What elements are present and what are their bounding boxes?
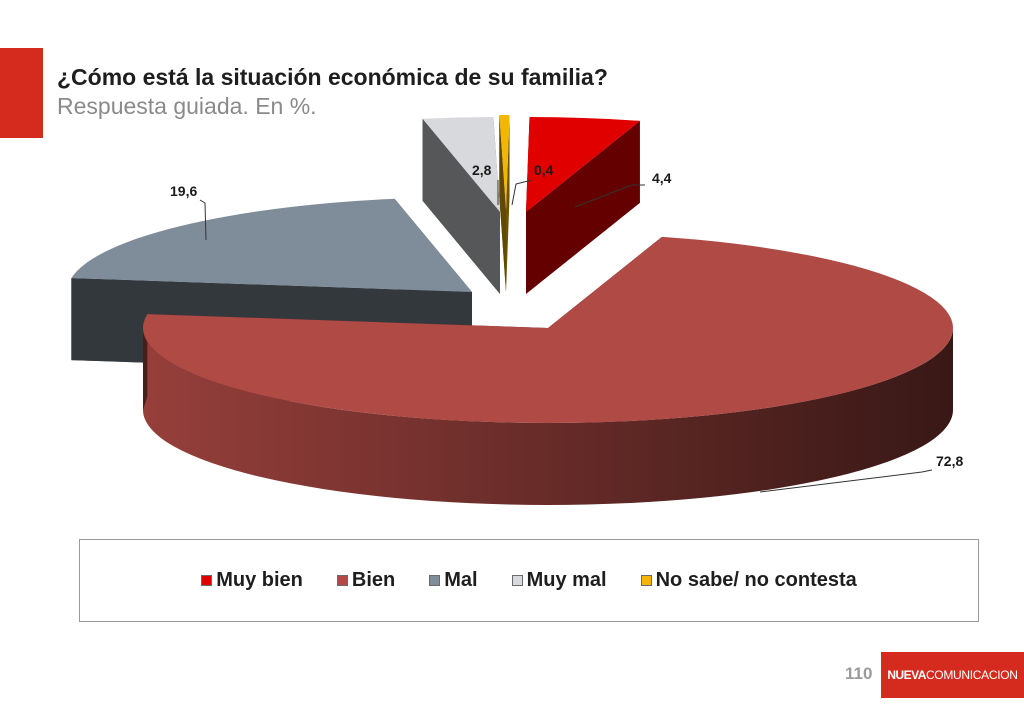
pie-slice-muy-bien	[526, 117, 640, 295]
data-label-2: 19,6	[170, 183, 197, 199]
legend-swatch-muy-mal	[511, 575, 523, 586]
chart-subtitle: Respuesta guiada. En %.	[57, 93, 317, 119]
legend-swatch-no-sabe	[640, 575, 652, 586]
data-label-0: 4,4	[652, 170, 672, 186]
legend-item-muy-mal: Muy mal	[511, 569, 607, 592]
leader-line	[574, 184, 645, 208]
pie-slice-muy-mal	[422, 117, 500, 295]
data-label-1: 72,8	[936, 453, 963, 469]
data-label-4: 0,4	[534, 162, 554, 178]
legend-label-bien: Bien	[351, 569, 396, 591]
data-label-3: 2,8	[472, 162, 492, 178]
legend-item-mal: Mal	[429, 569, 478, 592]
legend-swatch-bien	[336, 575, 348, 586]
leader-line	[759, 469, 933, 493]
pie-slice-bien	[143, 236, 954, 505]
leader-line	[511, 179, 533, 206]
legend-item-no-sabe: No sabe/ no contesta	[640, 569, 857, 592]
logo-bold-text: NUEVA	[887, 668, 926, 682]
leader-line	[199, 199, 207, 241]
company-logo: NUEVA COMUNICACION	[881, 652, 1024, 698]
legend-label-muy-mal: Muy mal	[526, 569, 607, 591]
chart-title: ¿Cómo está la situación económica de su …	[57, 64, 608, 90]
legend-label-no-sabe: No sabe/ no contesta	[655, 569, 857, 591]
legend-item-bien: Bien	[336, 569, 396, 592]
legend-item-muy-bien: Muy bien	[201, 569, 303, 592]
page-number: 110	[845, 664, 873, 683]
legend-label-muy-bien: Muy bien	[216, 569, 303, 591]
legend-label-mal: Mal	[444, 569, 478, 591]
legend-swatch-muy-bien	[201, 575, 213, 586]
legend: Muy bien Bien Mal Muy mal No sabe/ no co…	[79, 539, 979, 622]
legend-swatch-mal	[429, 575, 441, 586]
accent-bar	[0, 48, 43, 138]
logo-light-text: COMUNICACION	[925, 668, 1018, 682]
pie-slice-no-sabe-no-contesta	[499, 115, 510, 292]
